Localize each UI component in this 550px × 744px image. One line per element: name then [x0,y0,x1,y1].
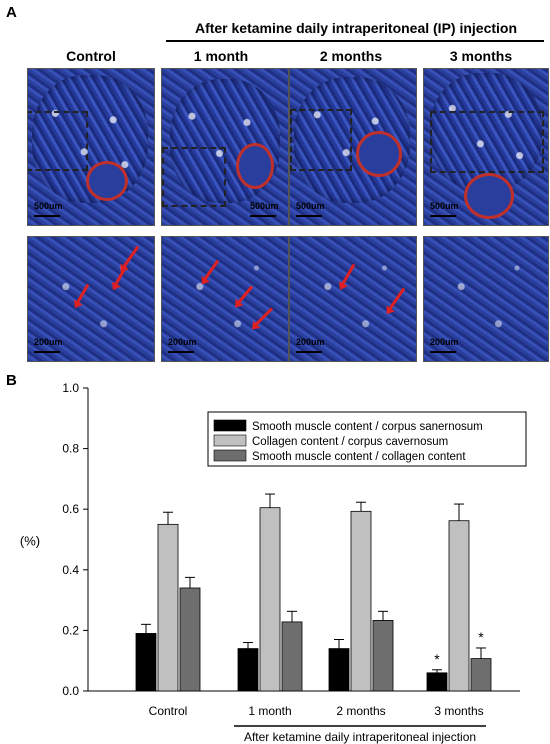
column-label-1-month: 1 month [193,48,249,64]
histology-control-magnified: 200um [27,236,155,362]
scale-label: 200um [430,337,459,347]
scale-label: 500um [34,201,63,211]
x-tick-label: 3 months [434,704,483,718]
bar [281,621,303,692]
scale-bar [430,351,456,353]
chart-bars: ** [135,493,492,692]
zoom-region-box [430,111,544,173]
scale-bar [34,351,60,353]
bar [372,620,394,692]
x-tick-label: 2 months [336,704,385,718]
bar [157,523,179,692]
y-tick-label: 0.2 [62,623,79,637]
y-axis-label: (%) [20,534,40,549]
chart-axes: 0.0 0.2 0.4 0.6 0.8 1.0 (%) Control 1 month 2 mon… [20,381,520,744]
bar [179,587,201,692]
red-arrow-marker [253,307,274,327]
top-header: After ketamine daily intraperitoneal (IP… [194,20,518,36]
legend-swatch [213,434,247,447]
scale-label: 500um [296,201,325,211]
y-tick-label: 0.6 [62,502,79,516]
bar-chart: 0.0 0.2 0.4 0.6 0.8 1.0 (%) Control 1 month 2 mon… [20,381,527,744]
chart-legend: Smooth muscle content / corpus sanernosu… [207,411,527,467]
y-tick-label: 1.0 [62,381,79,395]
bar [448,520,470,692]
significance-marker: * [434,651,440,667]
group-caption: After ketamine daily intraperitoneal inj… [244,730,476,744]
scale-bar [34,215,60,217]
bar [135,633,157,692]
scale-label: 200um [168,337,197,347]
histology-2-months-overview: 500um [289,68,417,226]
legend-label: Smooth muscle content / collagen content [252,451,466,463]
red-arrow-marker [340,263,356,287]
significance-marker: * [478,629,484,645]
column-label-2-months: 2 months [319,48,383,64]
scale-label: 200um [296,337,325,347]
red-arrow-marker [236,285,254,305]
panel-b-letter: B [6,372,17,389]
legend-swatch [213,449,247,462]
zoom-region-box [28,111,88,171]
top-header-underline [166,40,544,42]
y-tick-label: 0.0 [62,684,79,698]
zoom-region-box [162,147,226,207]
scale-bar [296,215,322,217]
histology-2-months-magnified: 200um [289,236,417,362]
legend-box [207,411,527,467]
histology-3-months-overview: 500um [423,68,549,226]
histology-1-month-magnified: 200um [161,236,289,362]
scale-bar [168,351,194,353]
column-label-control: Control [66,48,116,64]
x-tick-label: Control [149,704,188,718]
zoom-region-box [290,109,352,171]
panel-a-letter: A [6,4,17,21]
column-label-3-months: 3 months [449,48,513,64]
scale-bar [250,215,276,217]
histology-3-months-magnified: 200um [423,236,549,362]
red-arrow-marker [203,259,220,282]
bar [470,658,492,692]
histology-1-month-overview: 500um [161,68,289,226]
legend-label: Smooth muscle content / corpus sanernosu… [252,421,483,433]
y-tick-label: 0.4 [62,563,79,577]
scale-bar [430,215,456,217]
scale-bar [296,351,322,353]
bar [259,507,281,692]
x-tick-label: 1 month [248,704,291,718]
scale-label: 200um [34,337,63,347]
legend-swatch [213,419,247,432]
bar [237,648,259,692]
y-tick-label: 0.8 [62,442,79,456]
histology-control-overview: 500um [27,68,155,226]
legend-label: Collagen content / corpus cavernosum [252,436,448,448]
bar [328,648,350,692]
bar [426,672,448,692]
red-arrow-marker [75,283,90,305]
bar [350,510,372,692]
scale-label: 500um [250,201,279,211]
scale-label: 500um [430,201,459,211]
red-arrow-marker [387,287,406,311]
